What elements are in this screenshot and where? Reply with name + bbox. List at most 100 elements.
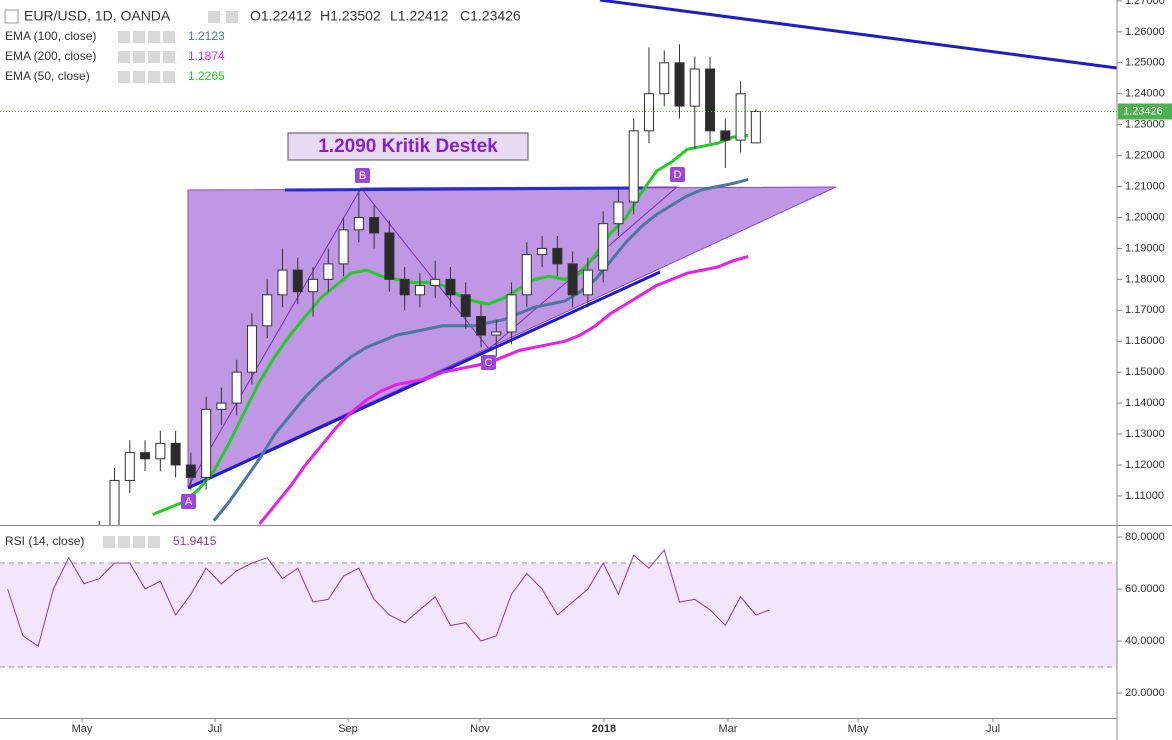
candle-body: [140, 452, 151, 460]
candle-body: [430, 278, 441, 287]
point-badge: [670, 167, 685, 182]
y-tick-label: 80.0000: [1125, 531, 1165, 543]
candle-body: [460, 294, 471, 317]
x-tick-label: May: [848, 723, 869, 735]
legend-name: RSI (14, close): [5, 534, 84, 548]
y-tick-label: 1.16000: [1125, 335, 1165, 347]
candle-body: [246, 325, 257, 373]
legend-button[interactable]: [118, 51, 130, 63]
y-tick-label: 1.21000: [1125, 180, 1165, 192]
title-button[interactable]: [226, 11, 238, 23]
candle-body: [521, 254, 532, 296]
annotation-box: [287, 132, 529, 161]
legend-name: EMA (100, close): [5, 29, 96, 43]
y-tick-label: 40.0000: [1125, 635, 1165, 647]
candle-body: [414, 285, 425, 296]
ohlc-value: H1.23502: [320, 8, 381, 24]
series-line: [258, 255, 749, 525]
y-tick-label: 1.23000: [1125, 119, 1165, 131]
legend: O1.22412 H1.23502 L1.22412 C1.23426 EMA (100…: [5, 8, 521, 548]
legend-button[interactable]: [133, 536, 145, 548]
ohlc-value: O1.22412: [250, 8, 312, 24]
legend-button[interactable]: [133, 51, 145, 63]
x-tick-label: Jul: [986, 723, 1000, 735]
trend-line: [599, 0, 1118, 70]
legend-button[interactable]: [163, 31, 175, 43]
title-button[interactable]: [208, 11, 220, 23]
y-tick-label: 1.25000: [1125, 57, 1165, 69]
series-line: [7, 548, 770, 648]
y-tick-label: 1.18000: [1125, 273, 1165, 285]
candle-body: [369, 216, 380, 234]
candle-body: [155, 442, 166, 460]
candle-body: [201, 408, 212, 478]
candle-body: [735, 93, 746, 141]
ohlc-value: C1.23426: [460, 8, 521, 24]
candle-body: [231, 371, 242, 404]
rsi-plot: [0, 548, 1117, 668]
symbol-icon[interactable]: [4, 9, 19, 24]
legend-name: EMA (200, close): [5, 49, 96, 63]
x-tick-label: Sep: [338, 723, 358, 735]
legend-button[interactable]: [103, 536, 115, 548]
y-tick-label: 1.22000: [1125, 150, 1165, 162]
candle-body: [170, 442, 181, 466]
candle-body: [613, 201, 624, 225]
legend-button[interactable]: [148, 71, 160, 83]
legend-button[interactable]: [133, 31, 145, 43]
legend-value: 51.9415: [173, 534, 217, 548]
x-tick-label: Jul: [208, 723, 222, 735]
price-plot: [98, 44, 761, 525]
candle-body: [476, 315, 487, 336]
legend-value: 1.2265: [188, 69, 225, 83]
x-tick-label: Mar: [718, 723, 737, 735]
candle-body: [185, 464, 196, 478]
candle-body: [552, 247, 563, 265]
last-price-tag: [1118, 103, 1172, 120]
candle-body: [262, 294, 273, 327]
y-tick-label: 1.14000: [1125, 397, 1165, 409]
y-tick-label: 1.12000: [1125, 459, 1165, 471]
y-tick-label: 1.19000: [1125, 242, 1165, 254]
candle-body: [277, 269, 288, 296]
candle-body: [323, 263, 334, 280]
legend-value: 1.1874: [188, 49, 225, 63]
rsi-band: [0, 563, 1117, 667]
legend-button[interactable]: [118, 31, 130, 43]
point-badge: [181, 494, 196, 509]
y-tick-label: 60.0000: [1125, 583, 1165, 595]
x-tick-label: May: [72, 723, 93, 735]
y-tick-label: 1.17000: [1125, 304, 1165, 316]
candle-body: [537, 247, 548, 256]
legend-button[interactable]: [118, 536, 130, 548]
symbol-title: EUR/USD, 1D, OANDA: [24, 8, 171, 24]
point-label: D: [674, 169, 682, 181]
point-label: B: [359, 170, 366, 182]
y-tick-label: 1.26000: [1125, 26, 1165, 38]
candle-body: [308, 278, 319, 293]
overlay: 1.2090 Kritik Destek A B C D: [181, 132, 685, 509]
legend-button[interactable]: [163, 51, 175, 63]
candle-body: [216, 402, 227, 410]
annotation: 1.2090 Kritik Destek: [318, 136, 498, 157]
legend-button[interactable]: [133, 71, 145, 83]
x-tick-label: Nov: [470, 723, 490, 735]
legend-button[interactable]: [148, 536, 160, 548]
candle-body: [750, 110, 761, 144]
legend-button[interactable]: [148, 51, 160, 63]
legend-button[interactable]: [118, 71, 130, 83]
legend-button[interactable]: [163, 71, 175, 83]
resistance-line: [284, 186, 646, 192]
last-price-label: 1.23426: [1123, 105, 1163, 117]
legend-value: 1.2123: [188, 29, 225, 43]
y-tick-label: 1.11000: [1125, 490, 1164, 502]
candle-body: [689, 68, 700, 107]
legend-button[interactable]: [148, 31, 160, 43]
y-tick-label: 1.15000: [1125, 366, 1165, 378]
candle-body: [445, 278, 456, 296]
y-tick-label: 1.20000: [1125, 211, 1165, 223]
candle-body: [399, 278, 410, 296]
ohlc-value: L1.22412: [390, 8, 449, 24]
point-label: C: [485, 357, 493, 369]
